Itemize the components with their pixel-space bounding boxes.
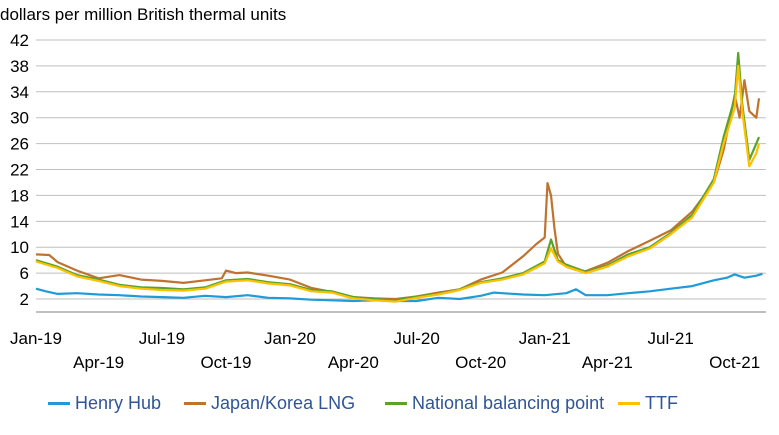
legend-item: National balancing point [385, 393, 604, 414]
y-axis-label: dollars per million British thermal unit… [0, 5, 286, 24]
legend: Henry Hub Japan/Korea LNG National balanci… [0, 393, 779, 421]
y-tick-label: 10 [10, 238, 29, 257]
legend-label: National balancing point [412, 393, 605, 413]
legend-swatch [618, 402, 640, 405]
x-tick-label: Apr-21 [582, 353, 633, 372]
y-tick-label: 26 [10, 135, 29, 154]
y-tick-label: 30 [10, 109, 29, 128]
x-axis-ticks: Jan-19 Jul-19 Jan-20 Jul-20 Jan-21 Jul-21 Apr-… [10, 329, 760, 372]
x-tick-label: Oct-21 [709, 353, 760, 372]
y-tick-label: 18 [10, 186, 29, 205]
series-line-2 [35, 51, 761, 302]
legend-item: Henry Hub [48, 393, 161, 414]
legend-label: Japan/Korea LNG [211, 393, 356, 413]
y-tick-label: 2 [20, 290, 29, 309]
y-tick-label: 22 [10, 161, 29, 180]
series-layer [35, 51, 763, 303]
legend-label: TTF [645, 393, 678, 413]
x-tick-label: Apr-20 [328, 353, 379, 372]
y-tick-label: 42 [10, 31, 29, 50]
x-tick-label: Jul-21 [648, 329, 694, 348]
y-tick-label: 34 [10, 83, 29, 102]
y-tick-label: 38 [10, 57, 29, 76]
x-tick-label: Jan-19 [10, 329, 62, 348]
legend-swatch [184, 402, 206, 405]
y-tick-label: 6 [20, 264, 29, 283]
series-line-3 [35, 64, 761, 303]
series-line-1 [35, 79, 761, 301]
x-tick-label: Apr-19 [73, 353, 124, 372]
x-tick-label: Jul-20 [394, 329, 440, 348]
chart: dollars per million British thermal unit… [0, 5, 766, 372]
legend-item: Japan/Korea LNG [184, 393, 355, 414]
x-tick-label: Oct-20 [455, 353, 506, 372]
x-tick-label: Oct-19 [200, 353, 251, 372]
legend-swatch [385, 402, 407, 405]
legend-item: TTF [618, 393, 678, 414]
legend-label: Henry Hub [75, 393, 162, 413]
x-tick-label: Jul-19 [139, 329, 185, 348]
series-line-0 [35, 272, 763, 303]
x-tick-label: Jan-20 [264, 329, 316, 348]
gridlines [36, 39, 766, 313]
x-tick-label: Jan-21 [519, 329, 571, 348]
y-tick-label: 14 [10, 212, 29, 231]
legend-swatch [48, 402, 70, 405]
